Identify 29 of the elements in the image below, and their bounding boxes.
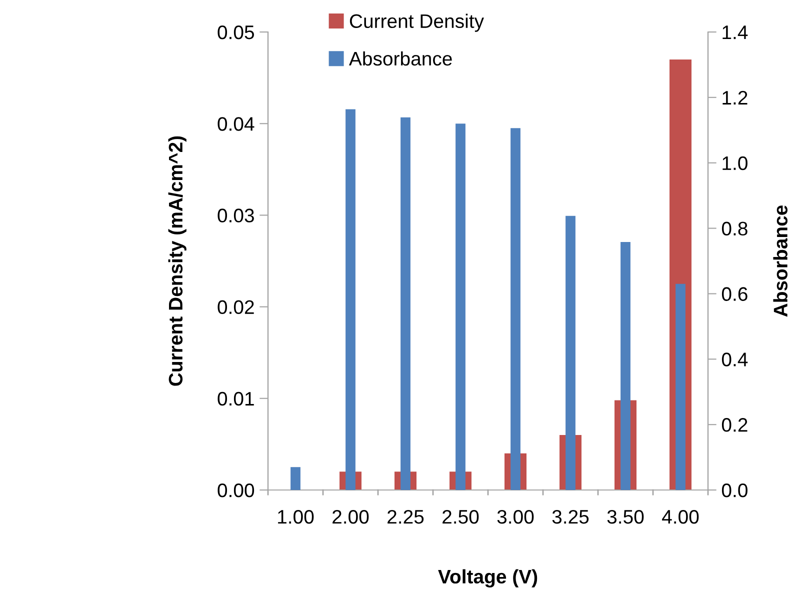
y2-tick-label: 0.2 <box>722 418 748 432</box>
x-tick-label: 3.25 <box>552 510 589 524</box>
x-tick-label: 3.50 <box>607 510 644 524</box>
bar <box>290 467 300 490</box>
y2-tick-label: 0.0 <box>722 483 748 498</box>
y-tick-label: 0.04 <box>218 117 254 131</box>
x-tick-label: 4.00 <box>662 510 699 524</box>
x-axis-title: Voltage (V) <box>438 569 538 588</box>
y2-tick-label: 0.4 <box>722 352 748 366</box>
legend-label: Absorbance <box>348 51 452 66</box>
x-tick-label: 2.50 <box>442 510 479 524</box>
y2-tick-label: 0.6 <box>722 287 748 301</box>
y-tick-label: 0.03 <box>218 208 254 222</box>
y-tick-label: 0.00 <box>218 483 254 498</box>
x-tick-label: 2.00 <box>332 510 369 524</box>
y2-tick-label: 1.0 <box>722 156 748 170</box>
y2-tick-label: 1.2 <box>722 90 748 104</box>
x-tick-label: 2.25 <box>388 510 424 524</box>
y-tick-label: 0.02 <box>218 300 254 314</box>
y2-tick-label: 0.8 <box>722 222 748 236</box>
bar <box>676 284 686 490</box>
legend-label: Current Density <box>350 14 484 32</box>
y2-axis-title: Absorbance <box>773 205 788 317</box>
y-tick-label: 0.01 <box>218 392 254 406</box>
x-tick-label: 3.00 <box>497 510 534 524</box>
y-axis-title: Current Density (mA/cm^2) <box>168 136 186 386</box>
x-tick-label: 1.00 <box>278 510 314 524</box>
y2-tick-label: 1.4 <box>722 26 748 40</box>
y-tick-label: 0.05 <box>218 25 254 40</box>
